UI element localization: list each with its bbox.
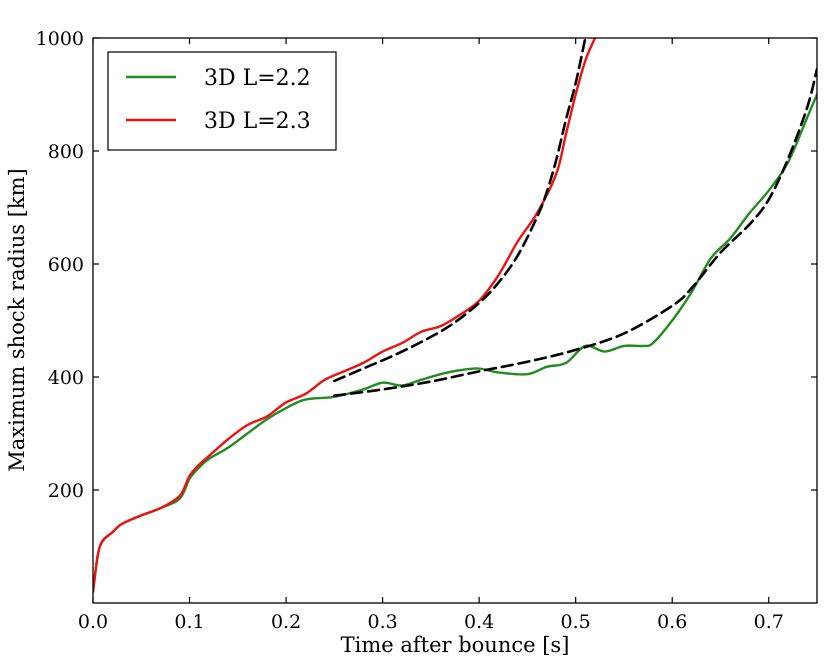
axis-ticks: 0.0 0.1 0.2 0.3 0.4 0.5 0.6 0.7 200 400 600 800 1000 — [36, 28, 817, 633]
legend-label: 3D L=2.2 — [204, 66, 311, 91]
fit-curve-2 — [333, 38, 587, 383]
series-line-0 — [93, 93, 817, 593]
y-tick-label: 200 — [48, 480, 84, 502]
x-axis-label: Time after bounce [s] — [341, 633, 570, 657]
x-tick-label: 0.4 — [464, 611, 494, 633]
x-tick-label: 0.2 — [271, 611, 301, 633]
x-tick-label: 0.3 — [367, 611, 397, 633]
x-tick-label: 0.1 — [174, 611, 204, 633]
x-tick-label: 0.7 — [754, 611, 784, 633]
legend: 3D L=2.2 3D L=2.3 — [107, 51, 337, 151]
x-tick-label: 0.5 — [561, 611, 591, 633]
x-tick-label: 0.0 — [78, 611, 108, 633]
fit-curve-3 — [333, 67, 817, 397]
legend-label: 3D L=2.3 — [204, 109, 311, 134]
y-tick-label: 600 — [48, 254, 84, 276]
x-tick-label: 0.6 — [657, 611, 687, 633]
y-tick-label: 800 — [48, 141, 84, 163]
plot-frame — [92, 37, 818, 604]
y-axis-label: Maximum shock radius [km] — [5, 168, 29, 471]
legend-box — [107, 51, 337, 151]
y-tick-label: 400 — [48, 367, 84, 389]
series-line-1 — [93, 38, 597, 593]
y-tick-label: 1000 — [36, 28, 84, 50]
chart-marks — [93, 38, 817, 593]
